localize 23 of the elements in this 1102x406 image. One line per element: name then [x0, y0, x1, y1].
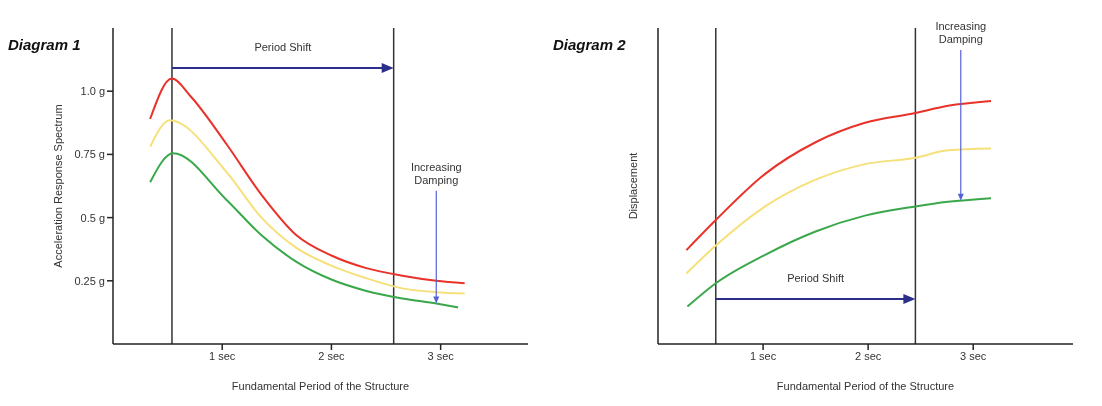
text: Increasing Damping — [935, 20, 987, 45]
x-tick-label: 1 sec — [209, 349, 236, 362]
x-tick-label: 3 sec — [427, 349, 455, 362]
text: Diagram 1 — [8, 36, 81, 53]
annotation: Increasing Damping — [410, 160, 462, 186]
y-tick-label: 0.5 g — [80, 211, 105, 224]
line-series — [149, 77, 466, 285]
x-tick-label: 2 sec — [318, 349, 346, 362]
line-series — [149, 152, 460, 309]
y-axis-title: Acceleration Response Spectrum — [51, 104, 64, 268]
y-tick-label: 0.25 g — [74, 274, 105, 287]
y-tick-label: 1.0 g — [80, 85, 105, 98]
x-axis-title: Fundamental Period of the Structure — [776, 380, 955, 392]
line-series — [149, 119, 466, 295]
annotation: Period Shift — [254, 41, 312, 53]
y-axis-title: Displacement — [626, 152, 639, 220]
annotation: Period Shift — [787, 272, 845, 284]
chart-title: Diagram 2 — [553, 36, 626, 53]
x-tick-label: 1 sec — [749, 349, 777, 362]
y-tick-label: 0.75 g — [74, 148, 105, 161]
x-tick-label: 2 sec — [854, 349, 882, 362]
x-axis-title: Fundamental Period of the Structure — [231, 380, 410, 392]
x-tick-label: 3 sec — [960, 349, 987, 362]
